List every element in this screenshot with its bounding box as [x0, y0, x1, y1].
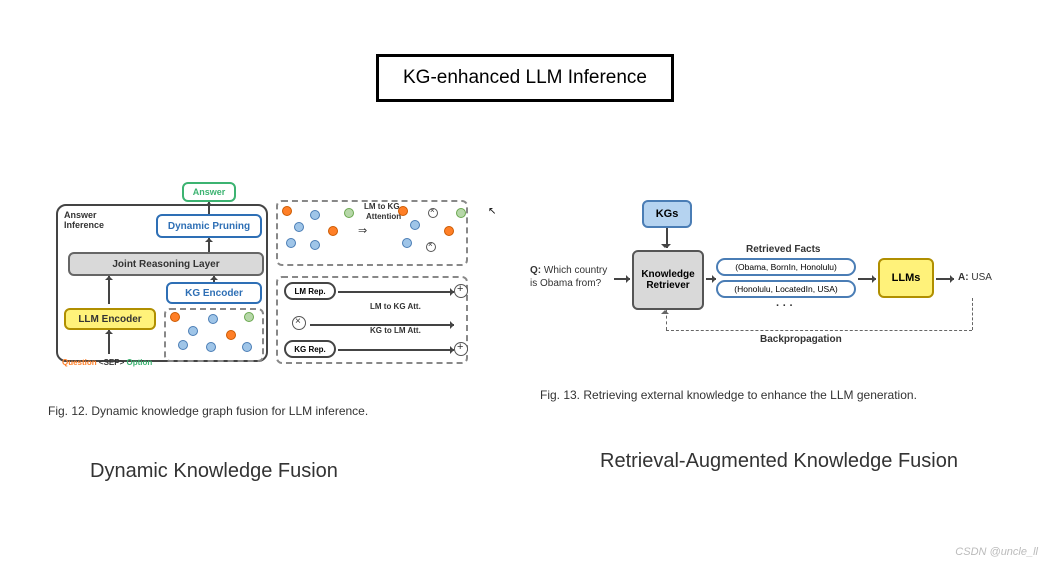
backprop-line [972, 298, 973, 330]
figure-left-subtitle: Dynamic Knowledge Fusion [90, 460, 338, 483]
graph-node-icon [226, 330, 236, 340]
backprop-line [666, 330, 972, 331]
kg-rep-box: KG Rep. [284, 340, 336, 358]
graph-node-icon [398, 206, 408, 216]
lm-to-kg-label: LM to KG [364, 202, 400, 211]
graph-node-icon [410, 220, 420, 230]
graph-node-icon [188, 326, 198, 336]
graph-node-icon [242, 342, 252, 352]
page-title-text: KG-enhanced LLM Inference [403, 67, 647, 88]
lm-to-kg-att-label: LM to KG Att. [370, 302, 421, 311]
attention-label: Attention [366, 212, 401, 221]
figure-right-subtitle: Retrieval-Augmented Knowledge Fusion [600, 450, 958, 473]
graph-node-icon [444, 226, 454, 236]
page-title-box: KG-enhanced LLM Inference [376, 54, 674, 102]
answer-inference-label: Answer Inference [64, 210, 104, 230]
cross-icon: × [295, 316, 301, 327]
cross-icon: × [430, 206, 435, 215]
graph-node-icon [310, 240, 320, 250]
arrow-icon [108, 276, 110, 304]
kg-encoder-box: KG Encoder [166, 282, 262, 304]
cross-icon: × [428, 240, 433, 249]
arrow-icon [858, 278, 876, 280]
arrow-icon [208, 202, 210, 214]
graph-node-icon [208, 314, 218, 324]
knowledge-retriever-box: Knowledge Retriever [632, 250, 704, 310]
figure-left-caption: Fig. 12. Dynamic knowledge graph fusion … [48, 404, 368, 418]
arrow-icon [208, 238, 210, 252]
kgs-box: KGs [642, 200, 692, 228]
question-sep-option: Question <SEP> Option [62, 358, 152, 367]
graph-node-icon [402, 238, 412, 248]
graph-node-icon [286, 238, 296, 248]
arrow-icon [706, 278, 716, 280]
graph-node-icon [344, 208, 354, 218]
graph-node-icon [294, 222, 304, 232]
graph-node-icon [456, 208, 466, 218]
plus-icon: + [457, 283, 463, 295]
arrowhead-icon [661, 306, 669, 314]
kg-to-lm-att-label: KG to LM Att. [370, 326, 421, 335]
retrieved-facts-label: Retrieved Facts [746, 244, 820, 255]
dots-label: · · · [776, 300, 793, 312]
arrow-icon [936, 278, 954, 280]
lm-rep-box: LM Rep. [284, 282, 336, 300]
cursor-icon: ↖ [488, 206, 496, 217]
graph-node-icon [282, 206, 292, 216]
watermark-text: CSDN @uncle_ll [955, 546, 1038, 558]
graph-node-icon [178, 340, 188, 350]
fact1-box: (Obama, BornIn, Honolulu) [716, 258, 856, 276]
llms-box: LLMs [878, 258, 934, 298]
graph-node-icon [206, 342, 216, 352]
arrow-icon [338, 349, 454, 351]
plus-icon: + [457, 341, 463, 353]
answer-text: A: USA [958, 272, 992, 283]
arrow-icon [213, 276, 215, 282]
joint-reasoning-box: Joint Reasoning Layer [68, 252, 264, 276]
arrow-icon: ⇒ [358, 224, 367, 237]
arrow-icon [108, 330, 110, 354]
question-text: Q: Which country is Obama from? [530, 264, 607, 290]
fact2-box: (Honolulu, LocatedIn, USA) [716, 280, 856, 298]
backprop-label: Backpropagation [760, 334, 842, 345]
arrow-icon [614, 278, 630, 280]
graph-node-icon [244, 312, 254, 322]
graph-node-icon [328, 226, 338, 236]
figure-left: ↖ Answer Inference Answer Dynamic Prunin… [48, 182, 468, 382]
figure-right-caption: Fig. 13. Retrieving external knowledge t… [540, 388, 917, 402]
figure-right: KGs Q: Which country is Obama from? Know… [530, 200, 1010, 370]
graph-node-icon [170, 312, 180, 322]
graph-node-icon [310, 210, 320, 220]
arrow-icon [338, 291, 454, 293]
